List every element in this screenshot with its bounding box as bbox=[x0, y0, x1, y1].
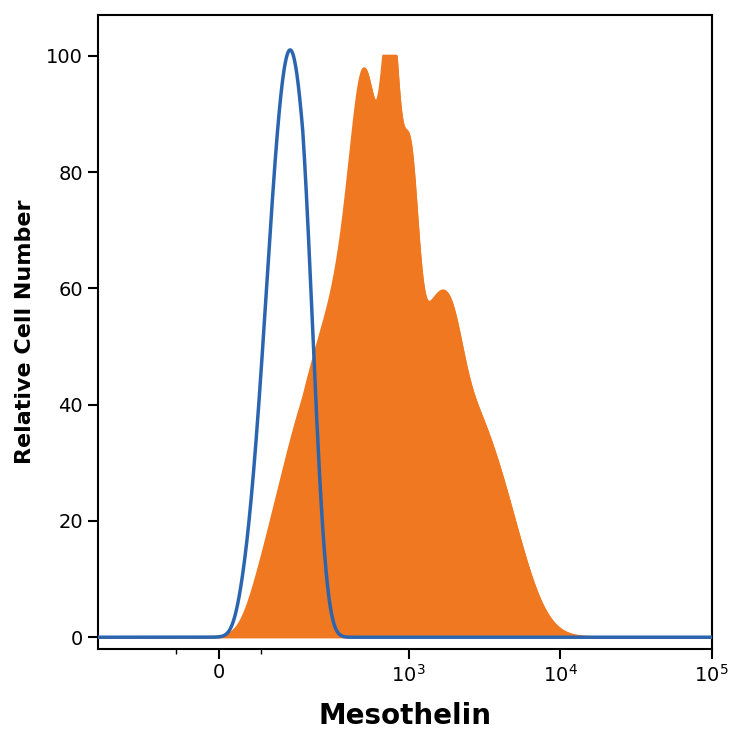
X-axis label: Mesothelin: Mesothelin bbox=[318, 702, 491, 730]
Y-axis label: Relative Cell Number: Relative Cell Number bbox=[15, 200, 35, 464]
